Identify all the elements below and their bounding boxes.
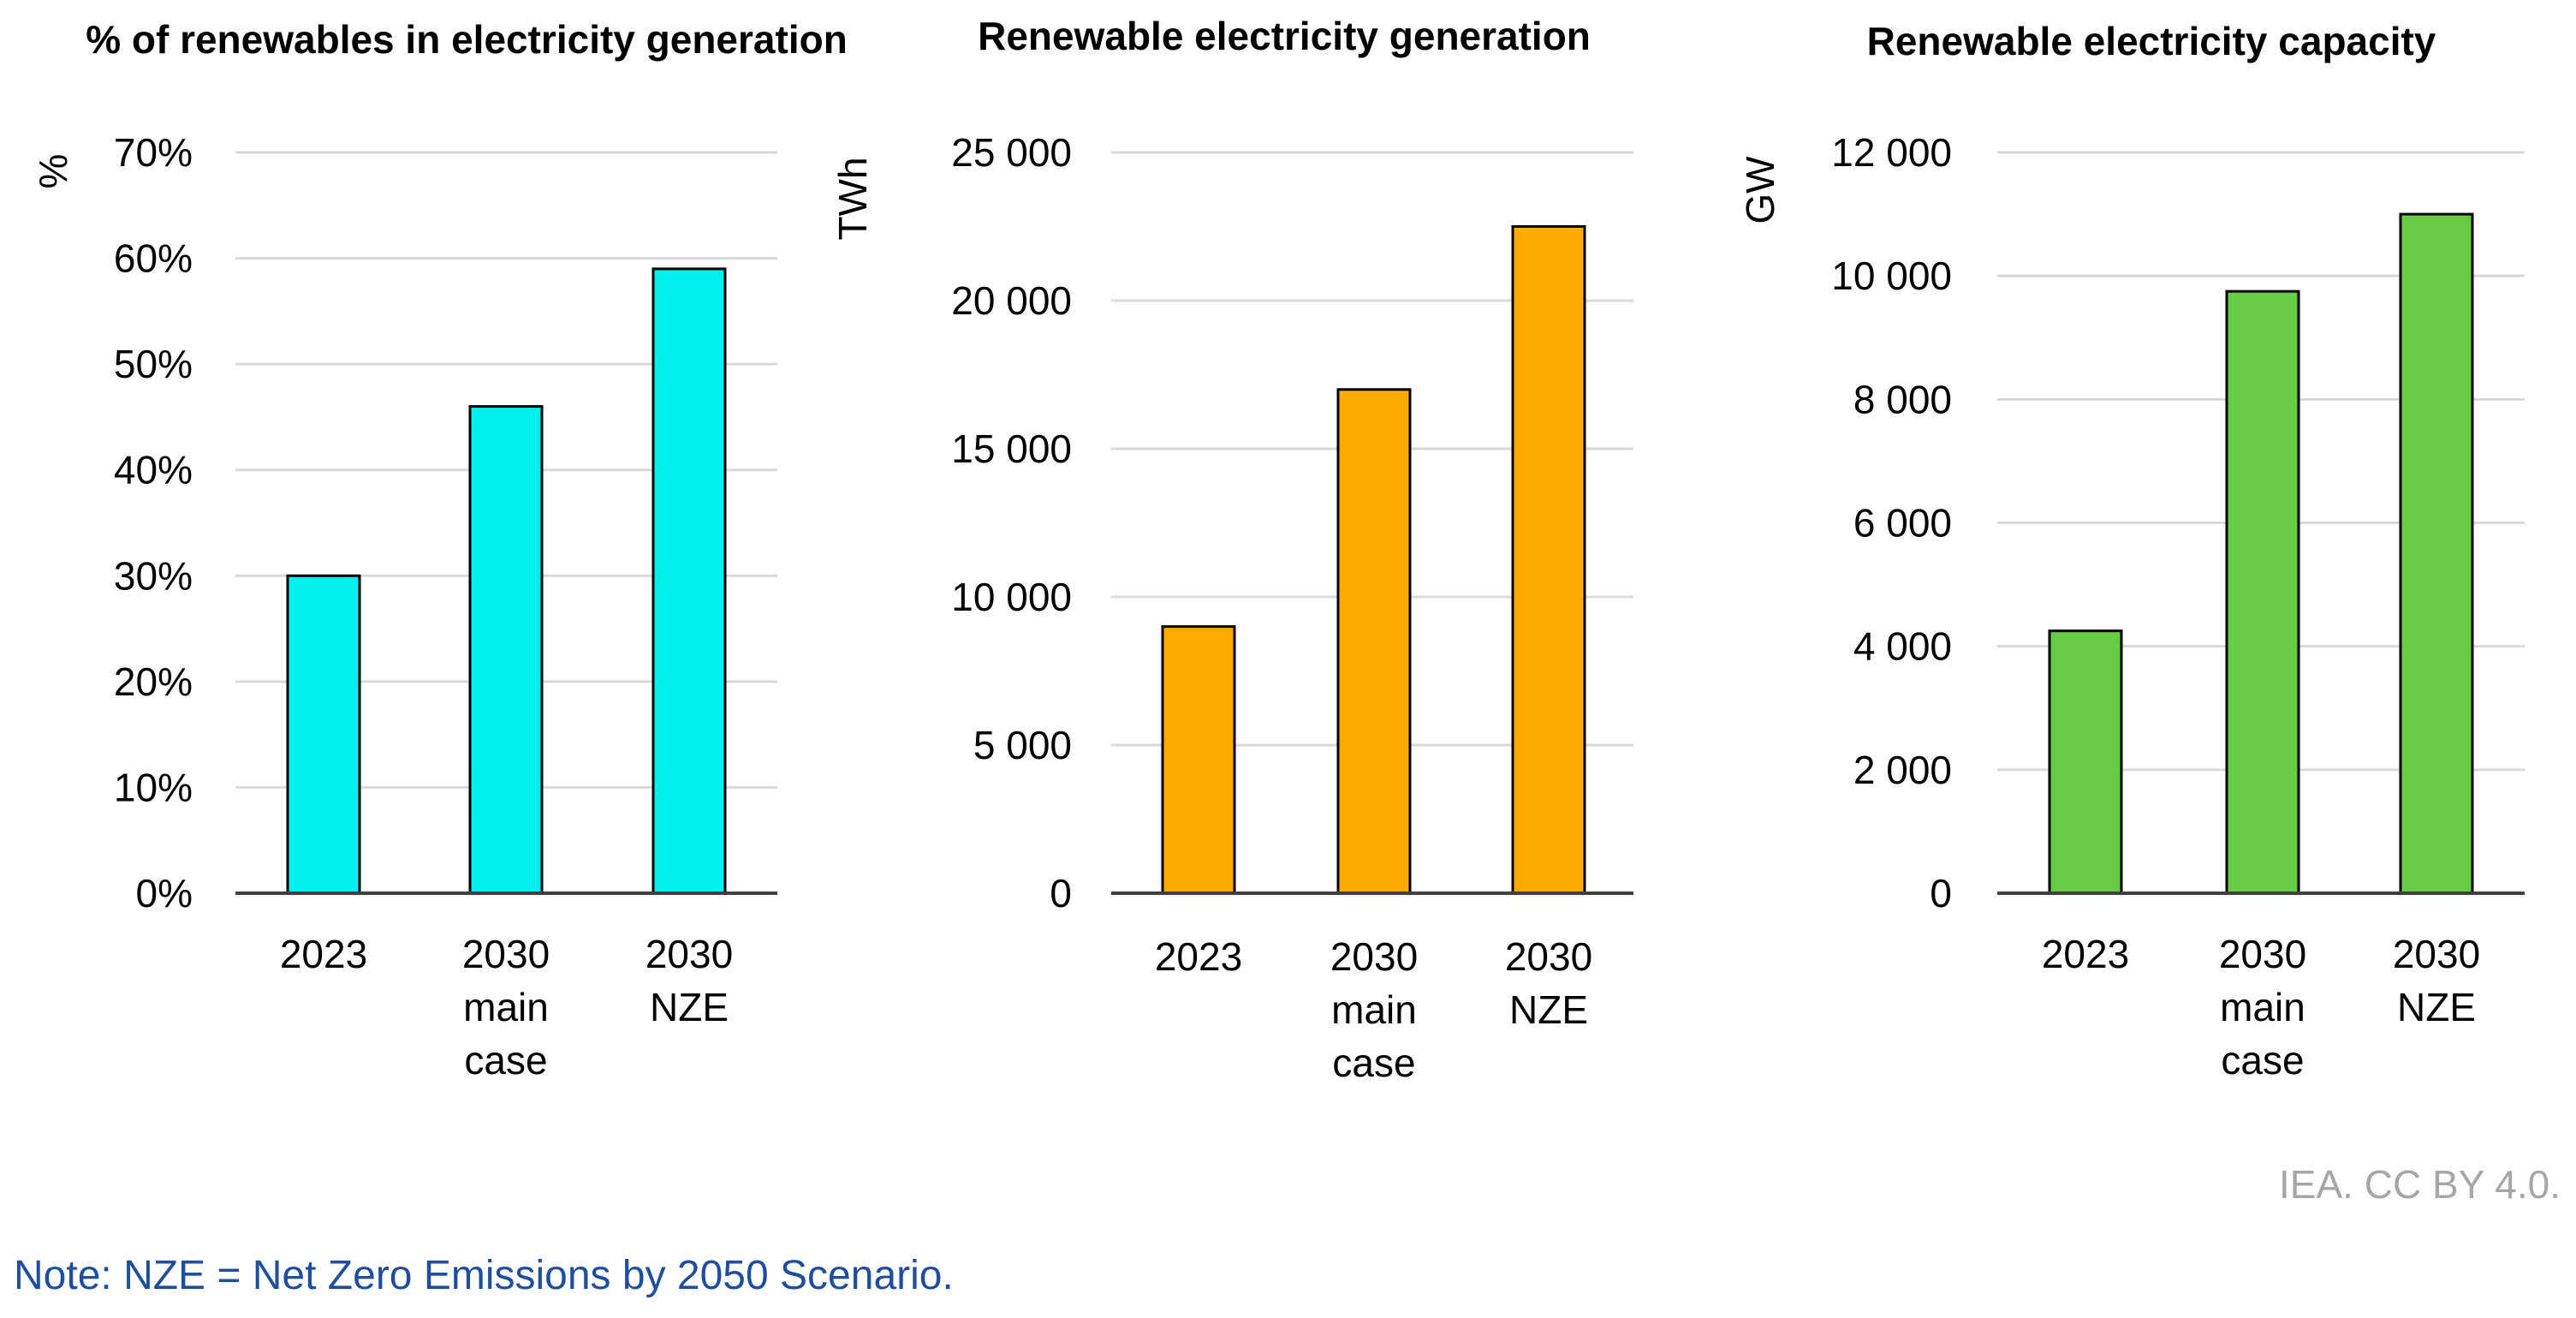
y-tick-label: 20 000 [951,278,1072,323]
y-tick-label: 0% [136,871,193,915]
scenario-note: Note: NZE = Net Zero Emissions by 2050 S… [14,1253,954,1298]
y-tick-label: 5 000 [973,723,1072,767]
x-category-label: NZE [650,985,729,1029]
chart-1: % of renewables in electricity generatio… [31,17,848,1082]
chart-title: Renewable electricity generation [978,14,1591,58]
x-category-label: main [2220,985,2305,1029]
y-tick-label: 8 000 [1853,377,1952,421]
y-tick-label: 60% [114,236,193,281]
y-tick-label: 10% [114,765,193,809]
y-axis-unit-label: TWh [830,157,875,240]
bar [1161,625,1236,895]
chart-title: Renewable electricity capacity [1867,19,2436,63]
x-category-label: 2030 [2219,932,2306,976]
y-tick-label: 30% [114,553,193,598]
y-tick-label: 2 000 [1853,748,1952,792]
y-tick-label: 4 000 [1853,624,1952,669]
x-category-label: 2023 [1155,934,1242,979]
y-tick-label: 40% [114,448,193,492]
y-tick-label: 70% [114,130,193,175]
bar [286,574,361,895]
y-tick-label: 0 [1930,871,1952,915]
bar [651,267,727,895]
y-tick-label: 25 000 [951,130,1072,175]
bar [1336,388,1412,895]
x-category-label: case [2221,1038,2304,1082]
x-category-label: 2023 [2042,932,2129,976]
bar [468,405,544,895]
x-category-label: main [1331,987,1417,1032]
y-axis-unit-label: GW [1738,156,1782,224]
y-tick-label: 0 [1050,871,1072,915]
y-tick-label: 10 000 [951,575,1072,619]
x-category-label: main [463,985,549,1029]
x-category-label: NZE [1509,987,1588,1032]
x-category-label: case [1332,1041,1415,1085]
x-category-label: 2030 [2393,932,2480,976]
y-tick-label: 50% [114,342,193,386]
bar [1511,225,1586,895]
x-category-label: NZE [2397,985,2476,1029]
chart-3: Renewable electricity capacity GW 0 2 000 4 … [1738,19,2525,1082]
y-tick-label: 10 000 [1831,253,1952,298]
chart-title: % of renewables in electricity generatio… [86,17,848,62]
x-category-label: 2030 [462,932,550,976]
bar [2399,212,2474,895]
x-category-label: case [464,1038,547,1082]
x-category-label: 2030 [1505,934,1592,979]
x-category-label: 2030 [645,932,733,976]
source-credit: IEA. CC BY 4.0. [2279,1162,2561,1207]
chart-2: Renewable electricity generation TWh 0 5 00… [830,14,1633,1085]
bar [2048,629,2123,895]
bar [2225,289,2300,895]
x-category-label: 2023 [280,932,367,976]
x-category-label: 2030 [1330,934,1418,979]
y-tick-label: 6 000 [1853,501,1952,546]
y-tick-label: 12 000 [1831,130,1952,175]
y-tick-label: 20% [114,659,193,704]
y-tick-label: 15 000 [951,426,1072,471]
y-axis-unit-label: % [31,154,75,189]
